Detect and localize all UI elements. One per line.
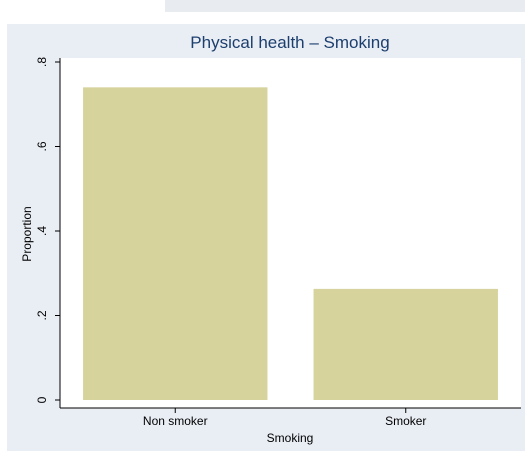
bar-non-smoker	[83, 87, 268, 400]
bar-smoker	[313, 288, 498, 400]
top-gray-band	[165, 0, 525, 12]
x-tick-label: Non smoker	[143, 414, 208, 428]
y-tick-label: .8	[35, 57, 49, 67]
y-tick-label: .6	[35, 141, 49, 151]
chart-title: Physical health – Smoking	[190, 33, 389, 52]
y-tick-label: .2	[35, 310, 49, 320]
y-axis-label: Proportion	[20, 206, 34, 261]
y-tick-label: 0	[35, 396, 49, 403]
y-tick-label: .4	[35, 226, 49, 236]
bars-group	[83, 87, 498, 400]
top-strip	[0, 0, 525, 24]
x-tick-label: Smoker	[385, 414, 426, 428]
x-axis-label: Smoking	[267, 431, 314, 445]
x-labels-group: Non smoker Smoker	[143, 408, 426, 428]
y-ticks-group: 0 .2 .4 .6 .8	[35, 57, 60, 403]
